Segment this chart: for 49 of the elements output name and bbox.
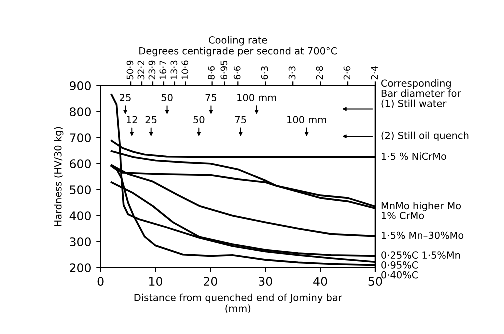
text: 50·9 [126, 60, 134, 80]
text: 23·9 [148, 60, 156, 80]
series-label: 0·25%C 1·5%Mn [382, 252, 460, 259]
text: 6·6 [234, 66, 241, 80]
text: 6·3 [261, 66, 268, 80]
text: 2·4 [371, 66, 378, 80]
annotation: 75 [236, 116, 246, 124]
x-tick-label: 10 [150, 277, 162, 286]
x-tick-label: 40 [314, 277, 328, 286]
text: 32·2 [138, 61, 145, 80]
text: Corresponding Bar diameter for (1) Still water [382, 80, 462, 108]
text: 6·95 [220, 60, 228, 80]
y-tick-label: 200 [70, 264, 91, 273]
y-tick-label: 800 [70, 108, 91, 116]
text: 13·3 [170, 60, 178, 80]
text: 3·3 [288, 66, 296, 80]
series-label: 1% CrMo [382, 212, 424, 220]
annotation: 25 [120, 94, 131, 102]
series-label: MnMo higher Mo [382, 202, 462, 212]
x-tick-label: 20 [204, 277, 218, 286]
x-axis-title: Distance from quenched end of Jominy bar (mm) [134, 294, 342, 314]
text: 8·6 [208, 66, 215, 80]
series-label: 0·95%C [382, 262, 418, 269]
series-label: 1·5% Mn–30%Mo [382, 232, 464, 240]
annotation: 12 [126, 116, 138, 124]
x-tick-label: 30 [258, 277, 272, 286]
x-tick-label: 0 [98, 277, 104, 286]
y-tick-label: 500 [70, 186, 91, 195]
text: 10·6 [182, 60, 189, 80]
x-tick-label: 50 [368, 277, 382, 286]
annotation: 50 [194, 116, 205, 124]
y-tick-label: 900 [70, 82, 91, 90]
y-tick-label: 300 [70, 238, 91, 247]
text: 2·6 [344, 66, 351, 80]
text: (2) Still oil quench [382, 132, 469, 142]
y-tick-label: 600 [70, 160, 91, 169]
annotation: 25 [146, 116, 157, 124]
text: 16·7 [160, 60, 167, 80]
y-axis-title: Hardness (HV/30 kg) [54, 127, 64, 226]
series-label: 1·5 % NiCrMo [382, 152, 446, 160]
series-label: 0·40%C [382, 271, 418, 279]
annotation: 100 mm [288, 116, 326, 124]
annotation: 75 [206, 94, 217, 102]
annotation: 100 mm [238, 94, 276, 102]
y-tick-label: 400 [70, 212, 91, 221]
annotation: 50 [162, 94, 173, 102]
y-tick-label: 700 [70, 134, 91, 142]
x2-axis-title: Cooling rate Degrees centigrade per second at 700°C [140, 36, 338, 57]
text: 2·8 [316, 66, 324, 80]
